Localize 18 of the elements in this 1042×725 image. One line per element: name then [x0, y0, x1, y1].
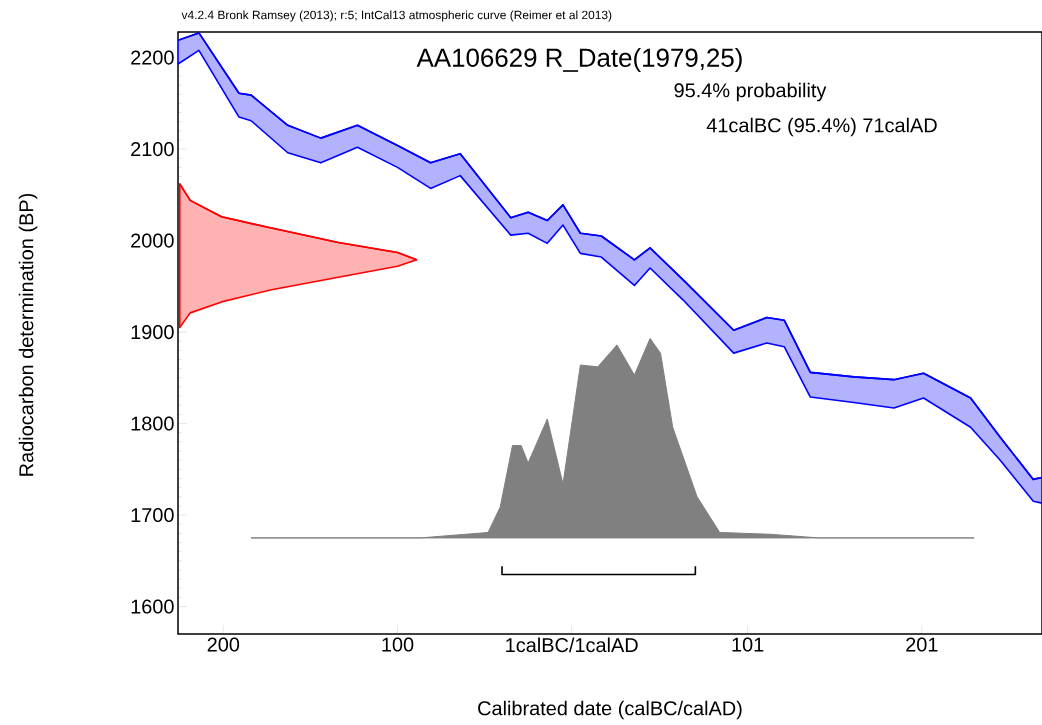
- y-tick-label: 1700: [131, 508, 174, 523]
- y-tick-label: 2100: [131, 142, 174, 157]
- y-tick-label: 1800: [131, 416, 174, 431]
- x-tick-label: 101: [732, 637, 764, 652]
- y-axis-title: Radiocarbon determination (BP): [18, 193, 38, 476]
- x-tick-label: 201: [906, 637, 938, 652]
- x-tick-label: 100: [382, 637, 414, 652]
- x-tick-label: 200: [207, 637, 240, 652]
- y-tick-label: 1900: [131, 325, 174, 340]
- annotation: 41calBC (95.4%) 71calAD: [706, 117, 937, 137]
- y-tick-label: 2000: [131, 233, 174, 248]
- x-tick-label: 1calBC/1calAD: [506, 637, 638, 653]
- text: v4.2.4 Bronk Ramsey (2013); r:5; IntCal13 atmospheric curve (Reimer et al 2013): [181, 10, 612, 22]
- text: 95.4% probability: [674, 82, 827, 102]
- y-tick-label: 1600: [131, 599, 174, 614]
- x-axis-title: Calibrated date (calBC/calAD): [478, 700, 742, 720]
- text: AA106629 R_Date(1979,25): [416, 47, 742, 73]
- y-tick-label: 2200: [131, 50, 174, 65]
